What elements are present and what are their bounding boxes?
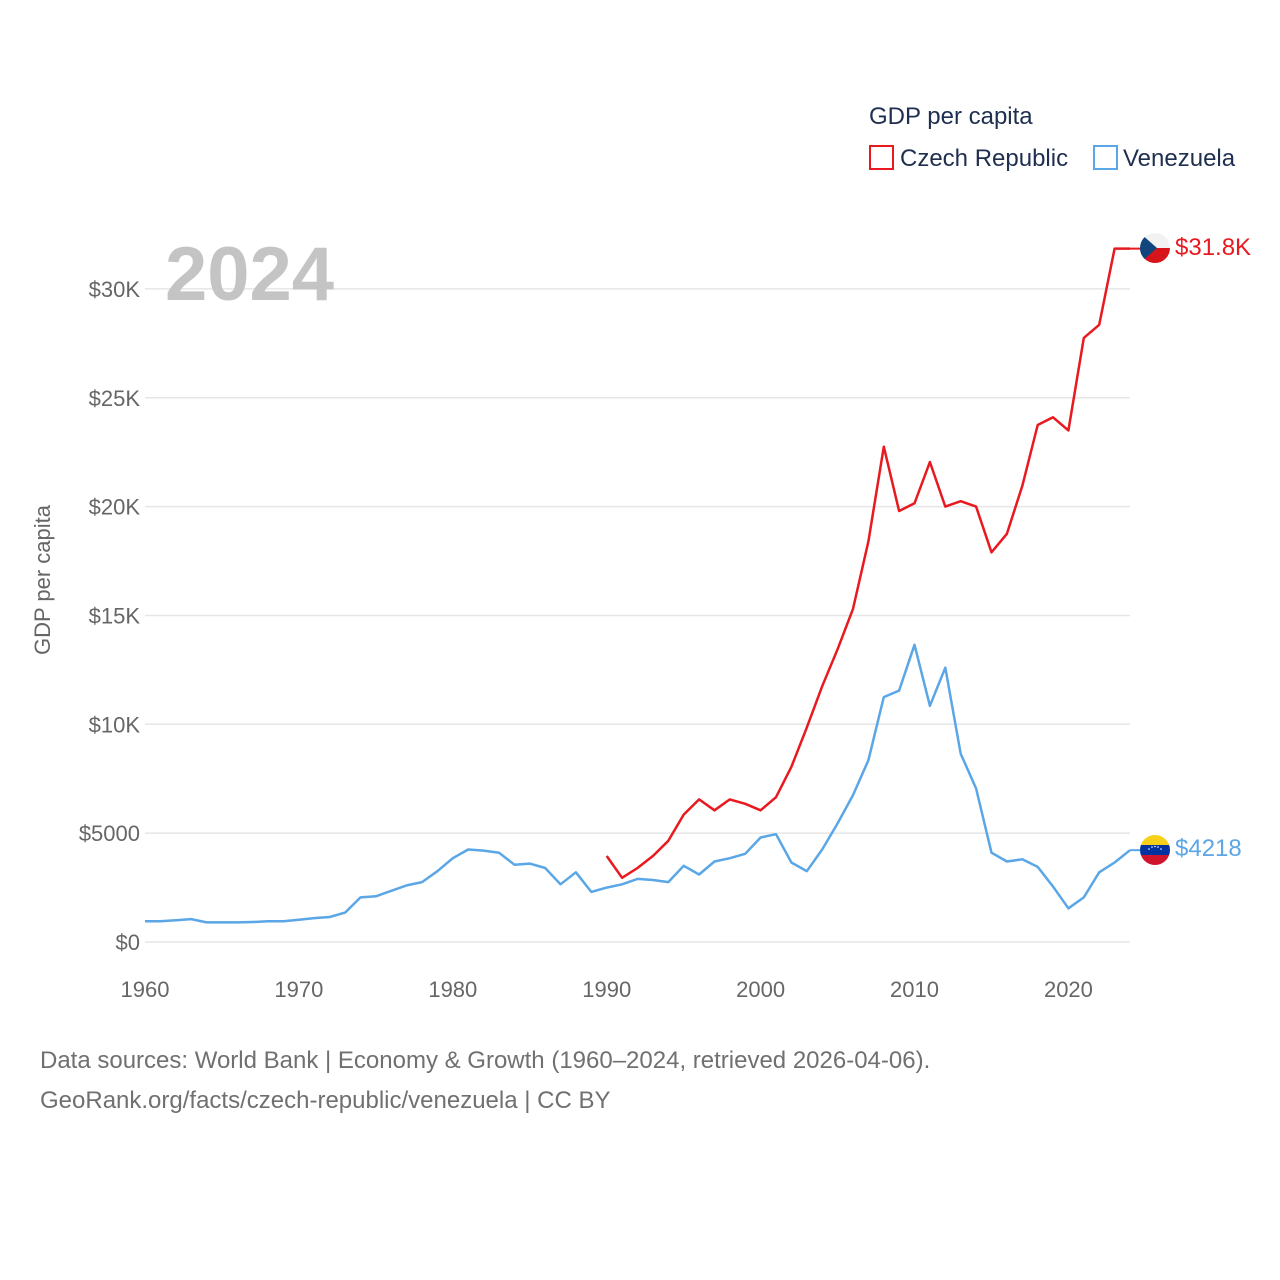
x-axis-ticks: 1960 1970 1980 1990 2000 2010 2020: [121, 977, 1093, 1002]
y-axis-ticks: $0 $5000 $10K $15K $20K $25K $30K: [79, 277, 141, 955]
legend-item-venezuela[interactable]: Venezuela: [1093, 145, 1236, 172]
series-layer: [145, 247, 1140, 924]
series-line-venezuela[interactable]: [145, 643, 1131, 924]
y-tick-label: $0: [116, 930, 140, 955]
x-tick-label: 1990: [582, 977, 631, 1002]
y-tick-label: $5000: [79, 821, 140, 846]
y-tick-label: $15K: [89, 603, 141, 628]
legend-swatch-venezuela: [1093, 145, 1118, 170]
x-tick-label: 1980: [428, 977, 477, 1002]
y-tick-label: $10K: [89, 712, 141, 737]
legend-swatch-czech: [869, 145, 894, 170]
legend-title: GDP per capita: [869, 103, 1033, 130]
legend: GDP per capita Czech Republic Venezuela: [869, 103, 1236, 172]
y-tick-label: $30K: [89, 277, 141, 302]
year-watermark: 2024: [165, 232, 334, 317]
series-line-czech-republic[interactable]: [605, 247, 1130, 880]
venezuela-end-value-label: $4218: [1175, 835, 1242, 862]
venezuela-flag-icon: [1140, 835, 1170, 865]
x-tick-label: 1970: [274, 977, 323, 1002]
footer-link[interactable]: GeoRank.org/facts/czech-republic/venezue…: [40, 1087, 611, 1114]
legend-label-czech: Czech Republic: [900, 145, 1068, 172]
legend-label-venezuela: Venezuela: [1123, 145, 1236, 172]
x-tick-label: 2010: [890, 977, 939, 1002]
grid-layer: [145, 288, 1130, 943]
x-tick-label: 1960: [121, 977, 170, 1002]
x-tick-label: 2000: [736, 977, 785, 1002]
footer-sources: Data sources: World Bank | Economy & Gro…: [40, 1047, 930, 1074]
czech-flag-icon: [1140, 233, 1170, 263]
czech-end-value-label: $31.8K: [1175, 234, 1251, 261]
y-axis-label: GDP per capita: [30, 504, 55, 655]
x-tick-label: 2020: [1044, 977, 1093, 1002]
y-tick-label: $20K: [89, 495, 141, 520]
legend-item-czech[interactable]: Czech Republic: [869, 145, 1068, 172]
y-tick-label: $25K: [89, 386, 141, 411]
